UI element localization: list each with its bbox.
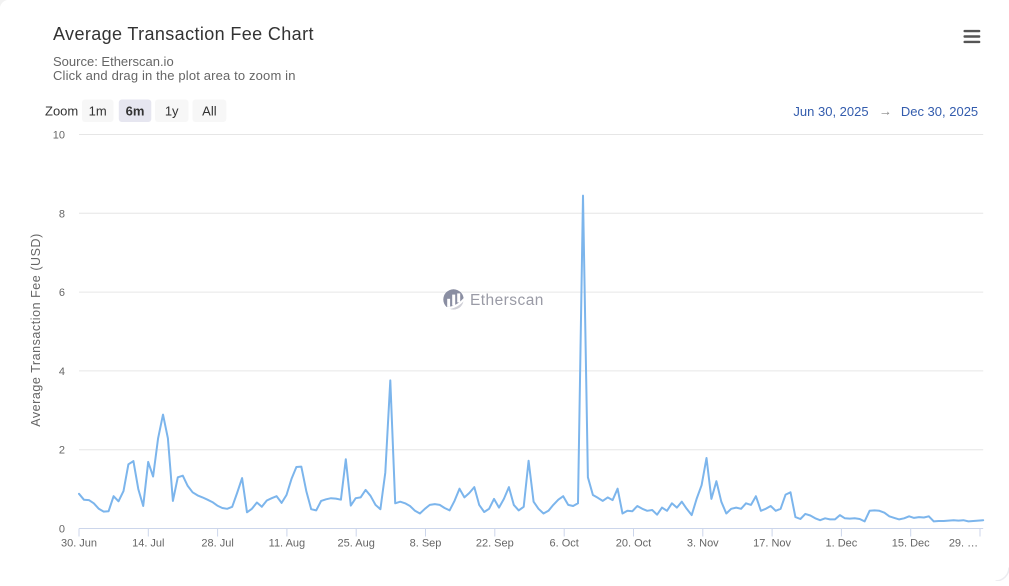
svg-text:25. Aug: 25. Aug [338,538,375,550]
svg-text:All: All [202,104,217,119]
svg-text:Average Transaction Fee Chart: Average Transaction Fee Chart [53,24,314,44]
svg-text:1. Dec: 1. Dec [826,538,858,550]
svg-text:Click and drag in the plot are: Click and drag in the plot area to zoom … [53,68,296,83]
svg-text:17. Nov: 17. Nov [753,538,791,550]
svg-text:Source: Etherscan.io: Source: Etherscan.io [53,54,174,69]
svg-text:28. Jul: 28. Jul [201,538,233,550]
svg-text:1y: 1y [165,104,179,119]
svg-text:8. Sep: 8. Sep [410,538,442,550]
svg-text:14. Jul: 14. Jul [132,538,164,550]
svg-text:3. Nov: 3. Nov [687,538,719,550]
svg-text:Average Transaction Fee (USD): Average Transaction Fee (USD) [29,233,43,427]
svg-text:6. Oct: 6. Oct [550,538,579,550]
svg-text:→: → [879,104,892,119]
svg-text:8: 8 [59,208,65,220]
svg-text:6m: 6m [126,104,145,119]
svg-text:15. Dec: 15. Dec [892,538,930,550]
svg-text:Dec 30, 2025: Dec 30, 2025 [901,104,978,119]
svg-text:1m: 1m [89,104,107,119]
svg-text:30. Jun: 30. Jun [61,538,97,550]
svg-text:Zoom: Zoom [45,104,78,119]
svg-text:10: 10 [53,130,65,142]
svg-text:29. …: 29. … [949,538,978,550]
svg-text:22. Sep: 22. Sep [476,538,514,550]
svg-text:Jun 30, 2025: Jun 30, 2025 [793,104,868,119]
svg-text:4: 4 [59,366,65,378]
svg-text:0: 0 [59,524,65,536]
svg-text:20. Oct: 20. Oct [616,538,651,550]
svg-text:6: 6 [59,287,65,299]
svg-text:11. Aug: 11. Aug [269,538,306,550]
svg-text:Etherscan: Etherscan [470,292,544,309]
svg-text:2: 2 [59,445,65,457]
